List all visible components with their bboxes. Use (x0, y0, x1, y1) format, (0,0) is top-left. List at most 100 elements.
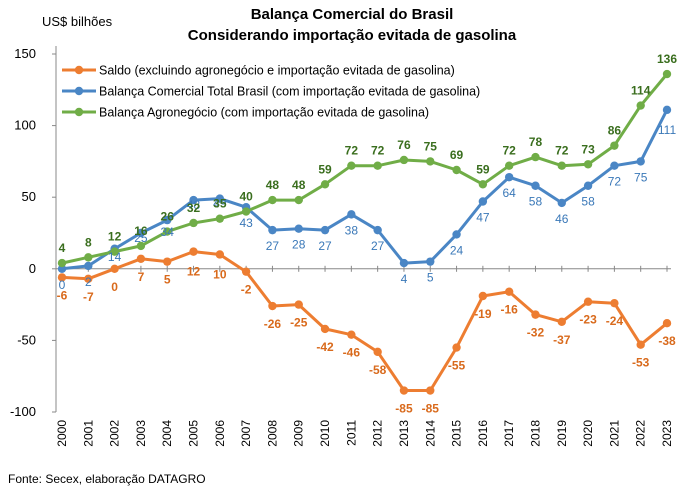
data-label-agro: 75 (424, 139, 438, 153)
data-point-agro (110, 247, 119, 256)
data-label-total: 27 (266, 239, 280, 253)
legend-label-agro: Balança Agronegócio (com importação evit… (99, 106, 429, 120)
data-label-agro: 26 (161, 210, 175, 224)
data-point-agro (84, 253, 93, 262)
data-point-total (189, 195, 198, 205)
x-tick-label: 2004 (160, 420, 174, 447)
data-point-agro (478, 180, 488, 189)
data-point-saldo (636, 340, 645, 349)
data-label-saldo: 0 (111, 280, 118, 294)
data-label-saldo: -42 (316, 340, 334, 354)
data-point-agro (320, 180, 330, 189)
data-point-saldo (189, 247, 198, 256)
data-label-saldo: -2 (241, 283, 252, 297)
data-point-total (583, 181, 593, 190)
x-tick-label: 2016 (476, 420, 490, 447)
data-label-saldo: -46 (343, 346, 361, 360)
legend-marker-agro (74, 107, 84, 117)
data-label-agro: 72 (371, 144, 385, 158)
data-label-total: 111 (658, 123, 677, 137)
data-point-total (320, 225, 330, 235)
x-tick-label: 2022 (634, 420, 648, 447)
data-label-agro: 48 (292, 178, 306, 192)
data-point-total (557, 198, 566, 208)
data-label-total: 48 (187, 198, 201, 212)
data-label-total: 46 (555, 212, 569, 226)
data-point-agro (294, 195, 303, 205)
data-point-agro (373, 161, 382, 170)
x-tick-label: 2010 (318, 420, 332, 447)
legend: Saldo (excluindo agronegócio e importaçã… (62, 64, 480, 120)
data-point-agro (189, 218, 198, 228)
data-point-agro (557, 161, 566, 170)
data-label-saldo: -24 (606, 314, 624, 328)
data-label-total: 72 (608, 175, 622, 189)
x-tick-label: 2015 (450, 420, 464, 447)
series-line-agro (61, 73, 669, 265)
data-label-saldo: -32 (527, 326, 545, 340)
data-point-saldo (373, 347, 382, 357)
data-point-saldo (163, 257, 172, 266)
data-label-total: 27 (371, 239, 385, 253)
data-point-total (478, 197, 488, 206)
data-point-agro (241, 207, 251, 216)
data-label-saldo: -85 (395, 402, 413, 416)
x-tick-label: 2012 (371, 420, 385, 447)
x-tick-label: 2023 (660, 420, 674, 447)
data-label-saldo: -38 (658, 334, 676, 348)
x-tick-label: 2001 (81, 420, 95, 447)
data-label-saldo: -53 (632, 356, 650, 370)
data-point-agro (57, 258, 67, 268)
data-point-saldo (610, 298, 619, 308)
data-point-saldo (241, 267, 251, 276)
y-tick-label: 150 (14, 46, 36, 61)
data-labels: -6 -707 512 10-2-26 -25-42 -46-58-85 -85-55-19… (57, 52, 678, 415)
data-label-agro: 35 (213, 197, 227, 211)
x-tick-label: 2019 (555, 420, 569, 447)
data-point-agro (610, 141, 619, 150)
data-label-saldo: 5 (164, 273, 171, 287)
data-label-total: 5 (427, 271, 434, 285)
data-label-agro: 72 (502, 144, 516, 158)
y-tick-label: -50 (17, 332, 36, 347)
data-point-total (347, 210, 356, 219)
data-point-saldo (504, 287, 514, 296)
data-point-saldo (347, 330, 356, 339)
x-tick-label: 2011 (344, 420, 358, 446)
data-label-agro: 59 (318, 162, 332, 176)
data-point-saldo (136, 254, 146, 263)
data-label-agro: 72 (345, 144, 359, 158)
data-point-saldo (215, 250, 225, 259)
data-label-total: 27 (318, 239, 332, 253)
data-point-total (610, 161, 619, 170)
x-tick-label: 2007 (239, 420, 253, 447)
data-label-agro: 4 (59, 241, 66, 255)
data-label-agro: 78 (529, 135, 543, 149)
legend-marker-saldo (74, 65, 84, 75)
data-point-saldo (478, 291, 488, 301)
x-tick-label: 2008 (265, 420, 279, 447)
x-tick-label: 2005 (187, 420, 201, 447)
data-point-total (504, 172, 514, 182)
data-point-total (294, 224, 303, 233)
y-tick-label: 50 (22, 189, 36, 204)
data-label-agro: 86 (608, 124, 622, 138)
data-point-agro (583, 160, 593, 169)
data-point-total (136, 228, 146, 238)
data-point-agro (452, 165, 461, 175)
data-point-total (84, 261, 93, 271)
data-label-total: 28 (292, 238, 306, 252)
data-label-total: 49 (213, 197, 227, 211)
data-point-saldo (57, 273, 67, 282)
data-label-total: 58 (581, 195, 595, 209)
data-label-total: 14 (108, 250, 122, 264)
data-label-saldo: -26 (264, 317, 282, 331)
data-point-total (452, 230, 461, 239)
data-point-saldo (531, 310, 540, 319)
data-point-saldo (583, 297, 593, 306)
data-label-saldo: 7 (138, 270, 145, 284)
data-label-total: 4 (401, 272, 408, 286)
x-tick-label: 2014 (423, 420, 437, 447)
